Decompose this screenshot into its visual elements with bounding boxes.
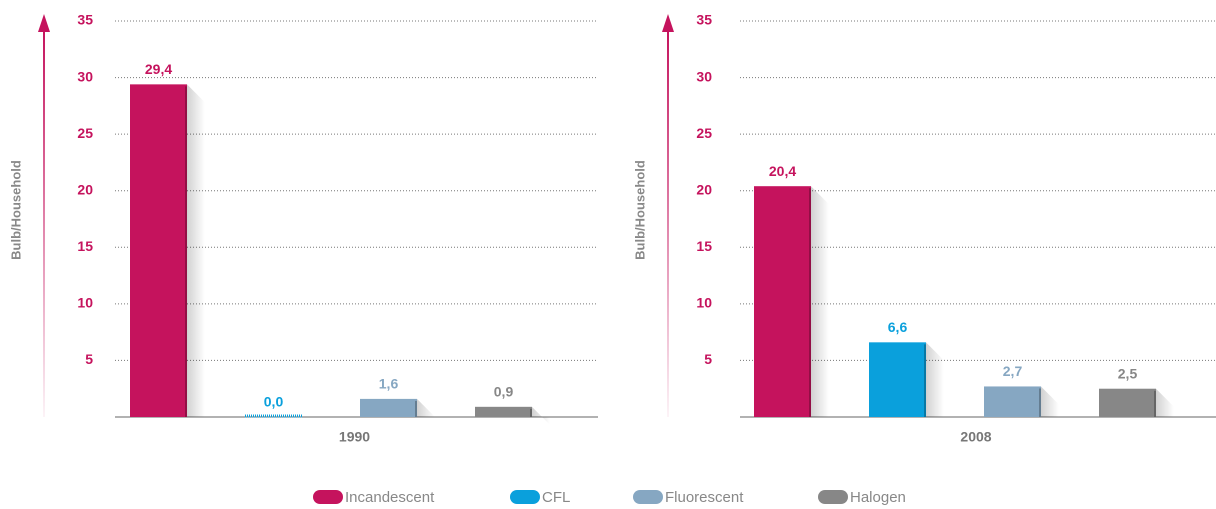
bar bbox=[130, 84, 187, 418]
y-tick-label: 15 bbox=[696, 238, 712, 254]
x-axis-label: 2008 bbox=[960, 429, 991, 445]
bar-shadow bbox=[926, 342, 944, 417]
y-tick-label: 20 bbox=[696, 181, 712, 197]
y-tick-label: 35 bbox=[696, 12, 712, 28]
value-label: 2,7 bbox=[1003, 363, 1023, 379]
value-label: 1,6 bbox=[379, 376, 399, 392]
y-tick-label: 30 bbox=[77, 68, 93, 84]
bar-edge bbox=[1039, 388, 1041, 417]
value-label: 0,0 bbox=[264, 394, 284, 410]
y-tick-label: 20 bbox=[77, 181, 93, 197]
value-label: 0,9 bbox=[494, 384, 514, 400]
y-axis-arrowhead bbox=[38, 14, 50, 32]
legend-swatch bbox=[510, 490, 540, 504]
y-tick-label: 35 bbox=[77, 12, 93, 28]
bar-edge bbox=[185, 86, 187, 418]
x-axis-label: 1990 bbox=[339, 429, 370, 445]
bar-shadow bbox=[1156, 388, 1174, 417]
bar bbox=[984, 386, 1041, 417]
bar-shadow bbox=[417, 398, 435, 417]
legend-label: Halogen bbox=[850, 489, 906, 506]
bar-shadow bbox=[532, 406, 550, 425]
bar bbox=[360, 398, 417, 417]
legend-label: CFL bbox=[542, 489, 570, 506]
bar-shadow bbox=[187, 84, 205, 418]
bar-edge bbox=[1154, 390, 1156, 417]
bar-edge bbox=[530, 408, 532, 417]
bar-edge bbox=[809, 188, 811, 417]
y-tick-label: 10 bbox=[696, 295, 712, 311]
legend-label: Fluorescent bbox=[665, 489, 744, 506]
y-tick-label: 25 bbox=[696, 125, 712, 141]
bar-shadow bbox=[811, 186, 829, 417]
bar-shadow bbox=[1041, 386, 1059, 417]
y-axis-arrow bbox=[667, 28, 669, 417]
bar bbox=[1099, 388, 1156, 417]
y-axis-arrowhead bbox=[662, 14, 674, 32]
y-tick-label: 10 bbox=[77, 295, 93, 311]
y-tick-label: 5 bbox=[704, 351, 712, 367]
legend-swatch bbox=[633, 490, 663, 504]
value-label: 2,5 bbox=[1118, 365, 1138, 381]
bar-edge bbox=[924, 344, 926, 417]
legend-swatch bbox=[818, 490, 848, 504]
y-tick-label: 30 bbox=[696, 68, 712, 84]
bar bbox=[754, 186, 811, 417]
bar bbox=[475, 406, 532, 417]
bar bbox=[869, 342, 926, 417]
legend-swatch bbox=[313, 490, 343, 504]
y-axis-label: Bulb/Household bbox=[632, 160, 647, 260]
bar-edge bbox=[415, 400, 417, 417]
y-tick-label: 5 bbox=[85, 351, 93, 367]
value-label: 29,4 bbox=[145, 61, 172, 77]
y-axis-arrow bbox=[43, 28, 45, 417]
value-label: 6,6 bbox=[888, 319, 908, 335]
y-tick-label: 25 bbox=[77, 125, 93, 141]
y-axis-label: Bulb/Household bbox=[8, 160, 23, 260]
legend-label: Incandescent bbox=[345, 489, 435, 506]
y-tick-label: 15 bbox=[77, 238, 93, 254]
value-label: 20,4 bbox=[769, 163, 796, 179]
